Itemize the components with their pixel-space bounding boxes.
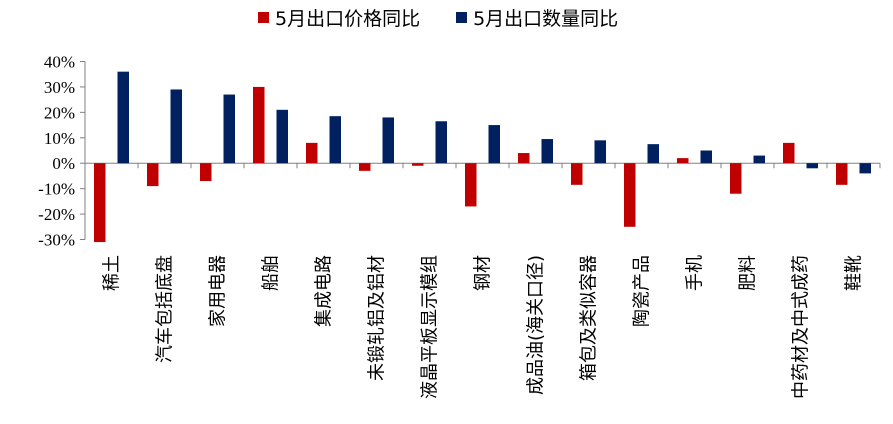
category-label: 液晶平板显示模组: [420, 255, 441, 399]
legend-item-quantity: 5月出口数量同比: [456, 4, 618, 31]
bar-price-2: [200, 163, 212, 182]
category-label: 中药材及中式成药: [791, 255, 812, 399]
category-label: 汽车包括底盘: [155, 255, 176, 363]
bar-quantity-3: [276, 109, 288, 164]
bar-quantity-1: [170, 89, 182, 164]
bar-quantity-6: [435, 121, 447, 164]
y-tick-label: -10%: [38, 180, 75, 199]
bar-price-9: [571, 163, 583, 185]
category-label: 钢材: [473, 255, 494, 291]
bars: [94, 71, 871, 243]
category-label: 肥料: [738, 255, 759, 291]
legend: 5月出口价格同比 5月出口数量同比: [258, 4, 654, 30]
bar-quantity-13: [806, 163, 818, 169]
bar-quantity-7: [488, 125, 500, 164]
bar-quantity-9: [594, 140, 606, 164]
bar-price-6: [412, 163, 424, 166]
category-label: 船舶: [261, 255, 282, 291]
bar-price-12: [730, 163, 742, 194]
bar-quantity-14: [859, 163, 871, 174]
bar-price-13: [783, 142, 795, 164]
bar-quantity-11: [700, 150, 712, 164]
y-tick-label: -30%: [38, 231, 75, 250]
bar-price-5: [359, 163, 371, 171]
bar-price-11: [677, 158, 689, 164]
legend-label-price: 5月出口价格同比: [275, 7, 421, 30]
labels: 40% 30% 20% 10% 0% -10% -20% -30% 稀土 汽车包括底盘 家用电器 船舶…: [38, 53, 864, 400]
y-tick-label: 0%: [52, 154, 75, 173]
bar-price-8: [518, 153, 530, 164]
y-tick-label: 40%: [44, 53, 75, 72]
bar-quantity-8: [541, 139, 553, 164]
bar-price-1: [147, 163, 159, 187]
legend-item-price: 5月出口价格同比: [258, 4, 420, 31]
category-label: 成品油(海关口径): [526, 255, 547, 395]
category-label: 未锻轧铝及铝材: [367, 255, 388, 381]
category-label: 稀土: [102, 255, 123, 291]
bar-price-0: [94, 163, 106, 243]
category-label: 鞋靴: [844, 255, 865, 291]
bar-quantity-12: [753, 155, 765, 164]
y-tick-label: 30%: [44, 78, 75, 97]
category-label: 家用电器: [208, 255, 229, 327]
y-tick-label: 20%: [44, 103, 75, 122]
bar-quantity-4: [329, 116, 341, 164]
category-label: 集成电路: [314, 255, 335, 327]
legend-swatch-quantity: [456, 11, 468, 23]
bar-price-10: [624, 163, 636, 227]
bar-price-7: [465, 163, 477, 207]
bar-price-3: [253, 86, 265, 164]
bar-quantity-10: [647, 144, 659, 164]
bar-quantity-5: [382, 117, 394, 164]
bar-quantity-0: [117, 71, 129, 164]
category-label: 陶瓷产品: [632, 255, 653, 327]
legend-label-quantity: 5月出口数量同比: [473, 7, 619, 30]
bar-quantity-2: [223, 94, 235, 164]
bar-price-14: [836, 163, 848, 185]
axes: [80, 61, 881, 240]
legend-swatch-price: [258, 11, 269, 23]
category-label: 手机: [685, 255, 706, 291]
category-label: 箱包及类似容器: [579, 255, 600, 381]
y-tick-label: -20%: [38, 205, 75, 224]
bar-price-4: [306, 142, 318, 164]
y-tick-label: 10%: [44, 129, 75, 148]
